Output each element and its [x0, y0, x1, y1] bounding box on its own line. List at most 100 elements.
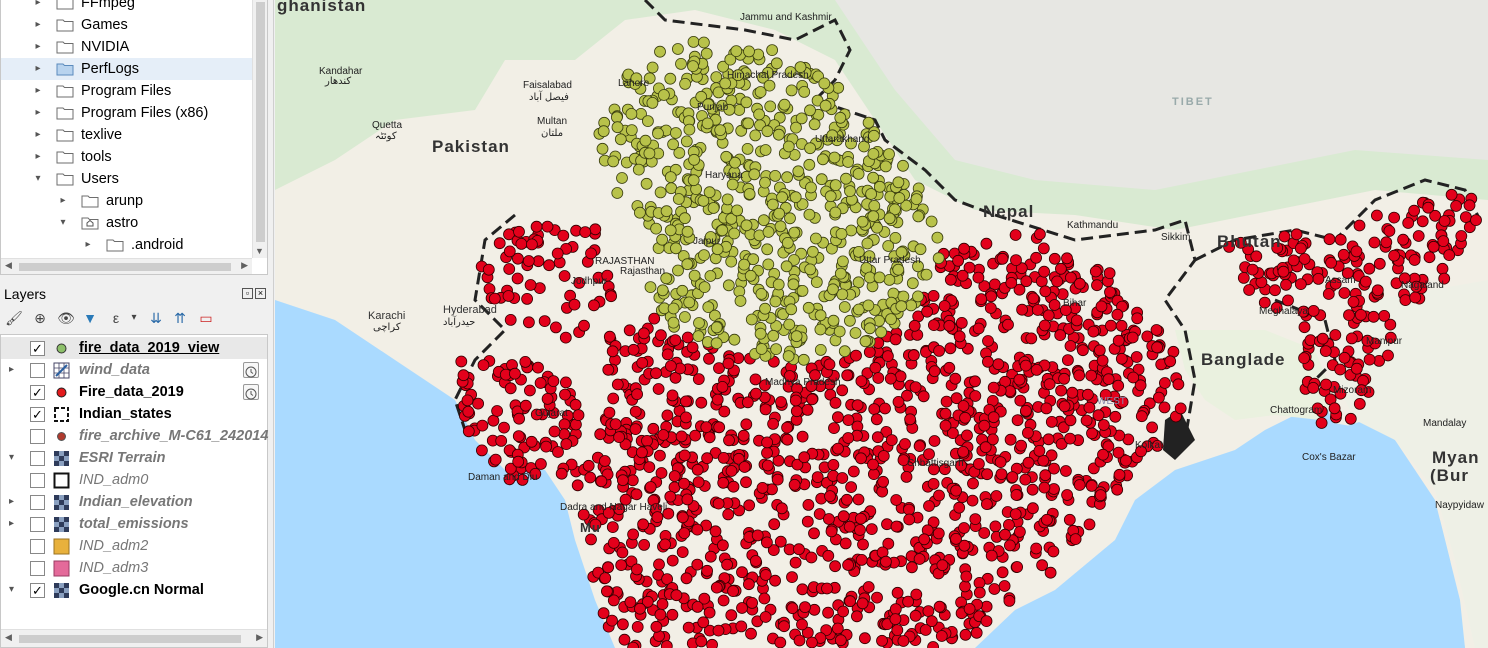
layer-visibility-checkbox[interactable]: ✓ [30, 583, 45, 598]
layer-row-fire-archive-m-c61-242014[interactable]: fire_archive_M-C61_242014 [1, 425, 268, 447]
float-panel-icon[interactable]: ▫ [242, 288, 253, 299]
layer-visibility-checkbox[interactable] [30, 451, 45, 466]
fire-view-point [782, 350, 795, 363]
layer-name: fire_data_2019_view [79, 340, 220, 356]
filter-legend-icon[interactable]: ▼ [83, 310, 97, 326]
browser-item-tools[interactable]: ▸ tools [1, 146, 253, 168]
chevron-right-icon[interactable]: ▸ [9, 518, 15, 529]
fire-view-point [873, 180, 886, 193]
chevron-right-icon[interactable]: ▸ [85, 239, 91, 250]
fire-point [802, 498, 815, 511]
style-manager-icon[interactable]: 🖌 [5, 310, 23, 326]
fire-point [1019, 359, 1032, 372]
layer-row-ind-adm0[interactable]: IND_adm0 [1, 469, 267, 491]
layer-visibility-checkbox[interactable] [30, 473, 45, 488]
browser-horizontal-scrollbar[interactable]: ◀ ▶ [1, 258, 252, 274]
chevron-right-icon[interactable]: ▸ [35, 19, 41, 30]
add-group-icon[interactable]: ⊕ [34, 310, 46, 326]
scroll-right-arrow-icon[interactable]: ▶ [256, 632, 263, 642]
scroll-left-arrow-icon[interactable]: ◀ [5, 260, 12, 270]
layer-row-esri-terrain[interactable]: ▾ ESRI Terrain [1, 447, 267, 469]
layer-row-fire-data-2019-view[interactable]: ✓ fire_data_2019_view [1, 337, 267, 359]
browser-item-label: Users [81, 171, 119, 187]
manage-visibility-icon[interactable]: 👁 [57, 310, 75, 326]
chevron-right-icon[interactable]: ▸ [60, 195, 66, 206]
fire-point [713, 362, 725, 375]
temporal-clock-icon[interactable] [243, 362, 259, 378]
layer-row-wind-data[interactable]: ▸ wind_data [1, 359, 267, 381]
layer-row-indian-elevation[interactable]: ▸ Indian_elevation [1, 491, 267, 513]
chevron-right-icon[interactable]: ▸ [9, 364, 15, 375]
scroll-right-arrow-icon[interactable]: ▶ [241, 260, 248, 270]
close-panel-icon[interactable]: × [255, 288, 266, 299]
chevron-right-icon[interactable]: ▸ [35, 129, 41, 140]
fire-point [1355, 384, 1368, 397]
fire-view-point [732, 69, 745, 82]
chevron-right-icon[interactable]: ▸ [35, 41, 41, 52]
fire-point [1115, 319, 1128, 332]
layer-row-ind-adm2[interactable]: IND_adm2 [1, 535, 267, 557]
chevron-down-icon[interactable]: ▾ [60, 217, 66, 228]
chevron-right-icon[interactable]: ▸ [35, 151, 41, 162]
layer-visibility-checkbox[interactable] [30, 495, 45, 510]
layers-horizontal-scrollbar[interactable]: ◀ ▶ [1, 629, 267, 647]
browser-item-perflogs[interactable]: ▸ PerfLogs [1, 58, 253, 80]
layer-row-fire-data-2019[interactable]: ✓ Fire_data_2019 [1, 381, 267, 403]
remove-layer-icon[interactable]: ▭ [199, 310, 213, 326]
browser-item-program-files-x86[interactable]: ▸ Program Files (x86) [1, 102, 253, 124]
expand-all-icon[interactable]: ⇊ [150, 310, 162, 326]
browser-item-arunp[interactable]: ▸ arunp [1, 190, 253, 212]
chevron-right-icon[interactable]: ▸ [35, 107, 41, 118]
filter-expression-icon[interactable]: ε [112, 310, 120, 326]
fire-point [1022, 456, 1035, 469]
browser-item-ffmpeg[interactable]: ▸ FFmpeg [1, 0, 253, 14]
browser-item-astro[interactable]: ▾ astro [1, 212, 253, 234]
layer-visibility-checkbox[interactable] [30, 429, 45, 444]
browser-item-texlive[interactable]: ▸ texlive [1, 124, 253, 146]
fire-view-point [646, 61, 659, 74]
chevron-down-icon[interactable]: ▾ [9, 584, 15, 595]
layer-visibility-checkbox[interactable] [30, 363, 45, 378]
chevron-right-icon[interactable]: ▸ [35, 85, 41, 96]
fire-point [767, 417, 780, 430]
layer-visibility-checkbox[interactable]: ✓ [30, 385, 45, 400]
chevron-down-icon[interactable]: ▾ [35, 173, 41, 184]
browser-vertical-scrollbar[interactable]: ▼ [252, 0, 267, 258]
fire-point [1250, 250, 1263, 263]
map-label-kathmandu: Kathmandu [1067, 220, 1119, 231]
fire-point [877, 450, 890, 462]
layer-row-indian-states[interactable]: ✓ Indian_states [1, 403, 267, 425]
layer-row-ind-adm3[interactable]: IND_adm3 [1, 557, 267, 579]
map-canvas[interactable]: ghanistan Pakistan Nepal Bhutan Banglade… [275, 0, 1488, 648]
fire-view-point [749, 129, 762, 142]
fire-point [584, 471, 597, 484]
layer-visibility-checkbox[interactable] [30, 539, 45, 554]
fire-point [722, 357, 735, 370]
scrollbar-thumb[interactable] [256, 2, 265, 242]
browser-item-program-files[interactable]: ▸ Program Files [1, 80, 253, 102]
chevron-right-icon[interactable]: ▸ [35, 0, 41, 8]
layer-visibility-checkbox[interactable] [30, 561, 45, 576]
chevron-right-icon[interactable]: ▸ [9, 496, 15, 507]
fire-view-point [783, 318, 796, 331]
layer-row-google-cn-normal[interactable]: ▾ ✓ Google.cn Normal [1, 579, 267, 601]
scroll-down-arrow-icon[interactable]: ▼ [255, 246, 264, 256]
browser-item-games[interactable]: ▸ Games [1, 14, 253, 36]
fire-point [551, 247, 564, 260]
browser-item-android[interactable]: ▸ .android [1, 234, 253, 256]
scrollbar-thumb[interactable] [19, 635, 241, 643]
temporal-clock-icon[interactable] [243, 384, 259, 400]
fire-view-point [769, 169, 782, 182]
browser-item-users[interactable]: ▾ Users [1, 168, 253, 190]
layer-visibility-checkbox[interactable]: ✓ [30, 341, 45, 356]
layer-visibility-checkbox[interactable] [30, 517, 45, 532]
chevron-right-icon[interactable]: ▸ [35, 63, 41, 74]
browser-item-nvidia[interactable]: ▸ NVIDIA [1, 36, 253, 58]
collapse-all-icon[interactable]: ⇈ [174, 310, 186, 326]
chevron-down-icon[interactable]: ▾ [9, 452, 15, 463]
scrollbar-thumb[interactable] [19, 263, 231, 271]
scroll-left-arrow-icon[interactable]: ◀ [5, 632, 12, 642]
chevron-down-icon[interactable]: ▾ [131, 312, 137, 323]
layer-visibility-checkbox[interactable]: ✓ [30, 407, 45, 422]
layer-row-total-emissions[interactable]: ▸ total_emissions [1, 513, 267, 535]
